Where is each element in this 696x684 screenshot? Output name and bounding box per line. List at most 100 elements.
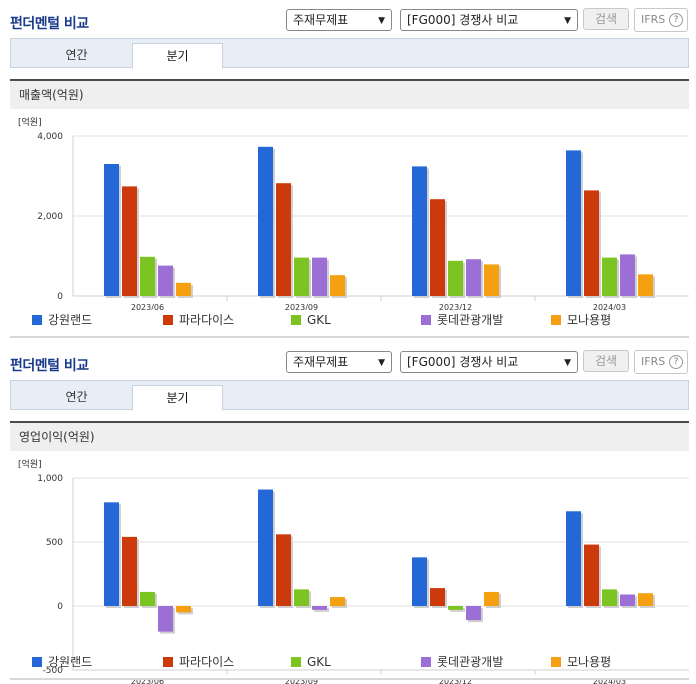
bar-gkl xyxy=(448,606,463,610)
bar-shadow xyxy=(450,608,465,612)
bar-gangwon xyxy=(104,502,119,606)
bar-paradise xyxy=(430,588,445,606)
ifrs-label: IFRS xyxy=(641,13,666,26)
legend-swatch xyxy=(551,315,561,325)
period-tabs: 연간 분기 xyxy=(10,380,689,411)
section-title: 영업이익(억원) xyxy=(10,421,689,451)
tab-annual[interactable]: 연간 xyxy=(65,390,88,404)
bar-paradise xyxy=(276,534,291,606)
operating-profit-chart-svg: [억원] -500 0 500 1,000 2023/06 2023/09 2023/12 20… xyxy=(18,458,689,684)
tab-annual[interactable]: 연간 xyxy=(65,48,88,62)
x-tick-label: 2024/03 xyxy=(593,303,626,310)
legend-label: 파라다이스 xyxy=(179,655,235,669)
statement-select[interactable]: 주재무제표 ▼ xyxy=(286,9,392,31)
unit-label: [억원] xyxy=(18,458,42,470)
bar-gkl xyxy=(294,589,309,606)
legend-item-gkl[interactable]: GKL xyxy=(291,312,331,328)
bar-lotte xyxy=(466,259,481,296)
tab-quarter[interactable]: 분기 xyxy=(132,385,223,411)
bar-paradise xyxy=(584,544,599,606)
legend-item-lotte[interactable]: 롯데관광개발 xyxy=(421,654,503,670)
compare-select[interactable]: [FG000] 경쟁사 비교 ▼ xyxy=(400,9,578,31)
bar-mona xyxy=(484,264,499,296)
bar-gkl xyxy=(602,589,617,606)
bar-mona xyxy=(176,606,191,613)
x-tick-label: 2024/03 xyxy=(593,677,626,684)
bar-lotte xyxy=(312,257,327,296)
x-tick-label: 2023/09 xyxy=(285,303,318,310)
legend-item-gangwon[interactable]: 강원랜드 xyxy=(32,654,92,670)
legend-item-gangwon[interactable]: 강원랜드 xyxy=(32,312,92,328)
compare-select-value: [FG000] 경쟁사 비교 xyxy=(407,13,519,27)
unit-label: [억원] xyxy=(18,116,42,128)
y-tick-label: 0 xyxy=(57,292,63,302)
statement-select-value: 주재무제표 xyxy=(293,355,349,369)
bar-lotte xyxy=(312,606,327,610)
y-tick-label: -500 xyxy=(43,666,64,676)
panel-title: 펀더멘털 비교 xyxy=(10,16,89,32)
legend-item-paradise[interactable]: 파라다이스 xyxy=(163,654,234,670)
fundamental-compare-panel-revenue: 펀더멘털 비교 주재무제표 ▼ [FG000] 경쟁사 비교 ▼ 검색 IFRS? … xyxy=(10,8,689,338)
revenue-chart-svg: [억원] 0 2,000 4,000 2023/06 2023/09 2023/12 2024… xyxy=(18,116,689,312)
legend-swatch xyxy=(163,315,173,325)
legend-label: 롯데관광개발 xyxy=(437,655,504,669)
bar-lotte xyxy=(158,606,173,632)
bar-gangwon xyxy=(412,557,427,606)
legend-swatch xyxy=(32,657,42,667)
panel-title: 펀더멘털 비교 xyxy=(10,358,89,374)
x-tick-label: 2023/09 xyxy=(285,677,318,684)
help-icon[interactable]: ? xyxy=(669,13,683,27)
legend-item-mona[interactable]: 모나용평 xyxy=(551,312,611,328)
legend-swatch xyxy=(291,657,301,667)
chart-legend: 강원랜드 파라다이스 GKL 롯데관광개발 모나용평 xyxy=(10,654,689,672)
chevron-down-icon: ▼ xyxy=(564,358,571,368)
y-tick-label: 2,000 xyxy=(37,212,63,222)
legend-swatch xyxy=(291,315,301,325)
legend-item-mona[interactable]: 모나용평 xyxy=(551,654,611,670)
period-tabs: 연간 분기 xyxy=(10,38,689,69)
tab-quarter[interactable]: 분기 xyxy=(132,43,223,69)
help-icon[interactable]: ? xyxy=(669,355,683,369)
ifrs-label: IFRS xyxy=(641,355,666,368)
statement-select[interactable]: 주재무제표 ▼ xyxy=(286,351,392,373)
chart-legend: 강원랜드 파라다이스 GKL 롯데관광개발 모나용평 xyxy=(10,312,689,330)
bar-mona xyxy=(176,282,191,296)
bar-gangwon xyxy=(566,511,581,606)
legend-swatch xyxy=(421,657,431,667)
bar-mona xyxy=(638,274,653,296)
x-tick-label: 2023/06 xyxy=(131,677,164,684)
legend-label: GKL xyxy=(307,313,331,327)
bar-gangwon xyxy=(258,489,273,606)
bar-paradise xyxy=(122,536,137,606)
bar-mona xyxy=(638,593,653,606)
bar-gangwon xyxy=(104,164,119,296)
legend-label: 파라다이스 xyxy=(179,313,235,327)
search-button[interactable]: 검색 xyxy=(583,350,629,372)
legend-swatch xyxy=(421,315,431,325)
chevron-down-icon: ▼ xyxy=(378,16,385,26)
y-tick-label: 0 xyxy=(57,602,63,612)
bar-gkl xyxy=(448,260,463,296)
y-tick-label: 1,000 xyxy=(37,474,63,484)
x-tick-label: 2023/06 xyxy=(131,303,164,310)
x-tick-label: 2023/12 xyxy=(439,677,472,684)
bar-paradise xyxy=(276,183,291,296)
search-button[interactable]: 검색 xyxy=(583,8,629,30)
fundamental-compare-panel-operating-profit: 펀더멘털 비교 주재무제표 ▼ [FG000] 경쟁사 비교 ▼ 검색 IFRS? … xyxy=(0,342,696,684)
legend-item-lotte[interactable]: 롯데관광개발 xyxy=(421,312,503,328)
ifrs-button[interactable]: IFRS? xyxy=(634,8,688,32)
legend-item-gkl[interactable]: GKL xyxy=(291,654,331,670)
legend-swatch xyxy=(163,657,173,667)
legend-item-paradise[interactable]: 파라다이스 xyxy=(163,312,234,328)
compare-select[interactable]: [FG000] 경쟁사 비교 ▼ xyxy=(400,351,578,373)
bar-gangwon xyxy=(566,150,581,296)
ifrs-button[interactable]: IFRS? xyxy=(634,350,688,374)
bar-paradise xyxy=(584,190,599,296)
chevron-down-icon: ▼ xyxy=(564,16,571,26)
section-title: 매출액(억원) xyxy=(10,79,689,109)
bar-mona xyxy=(330,275,345,296)
legend-label: 강원랜드 xyxy=(48,313,93,327)
bar-mona xyxy=(484,591,499,606)
revenue-bar-chart: [억원] 0 2,000 4,000 2023/06 2023/09 2023/12 2024… xyxy=(10,110,689,312)
y-tick-label: 4,000 xyxy=(37,132,63,142)
